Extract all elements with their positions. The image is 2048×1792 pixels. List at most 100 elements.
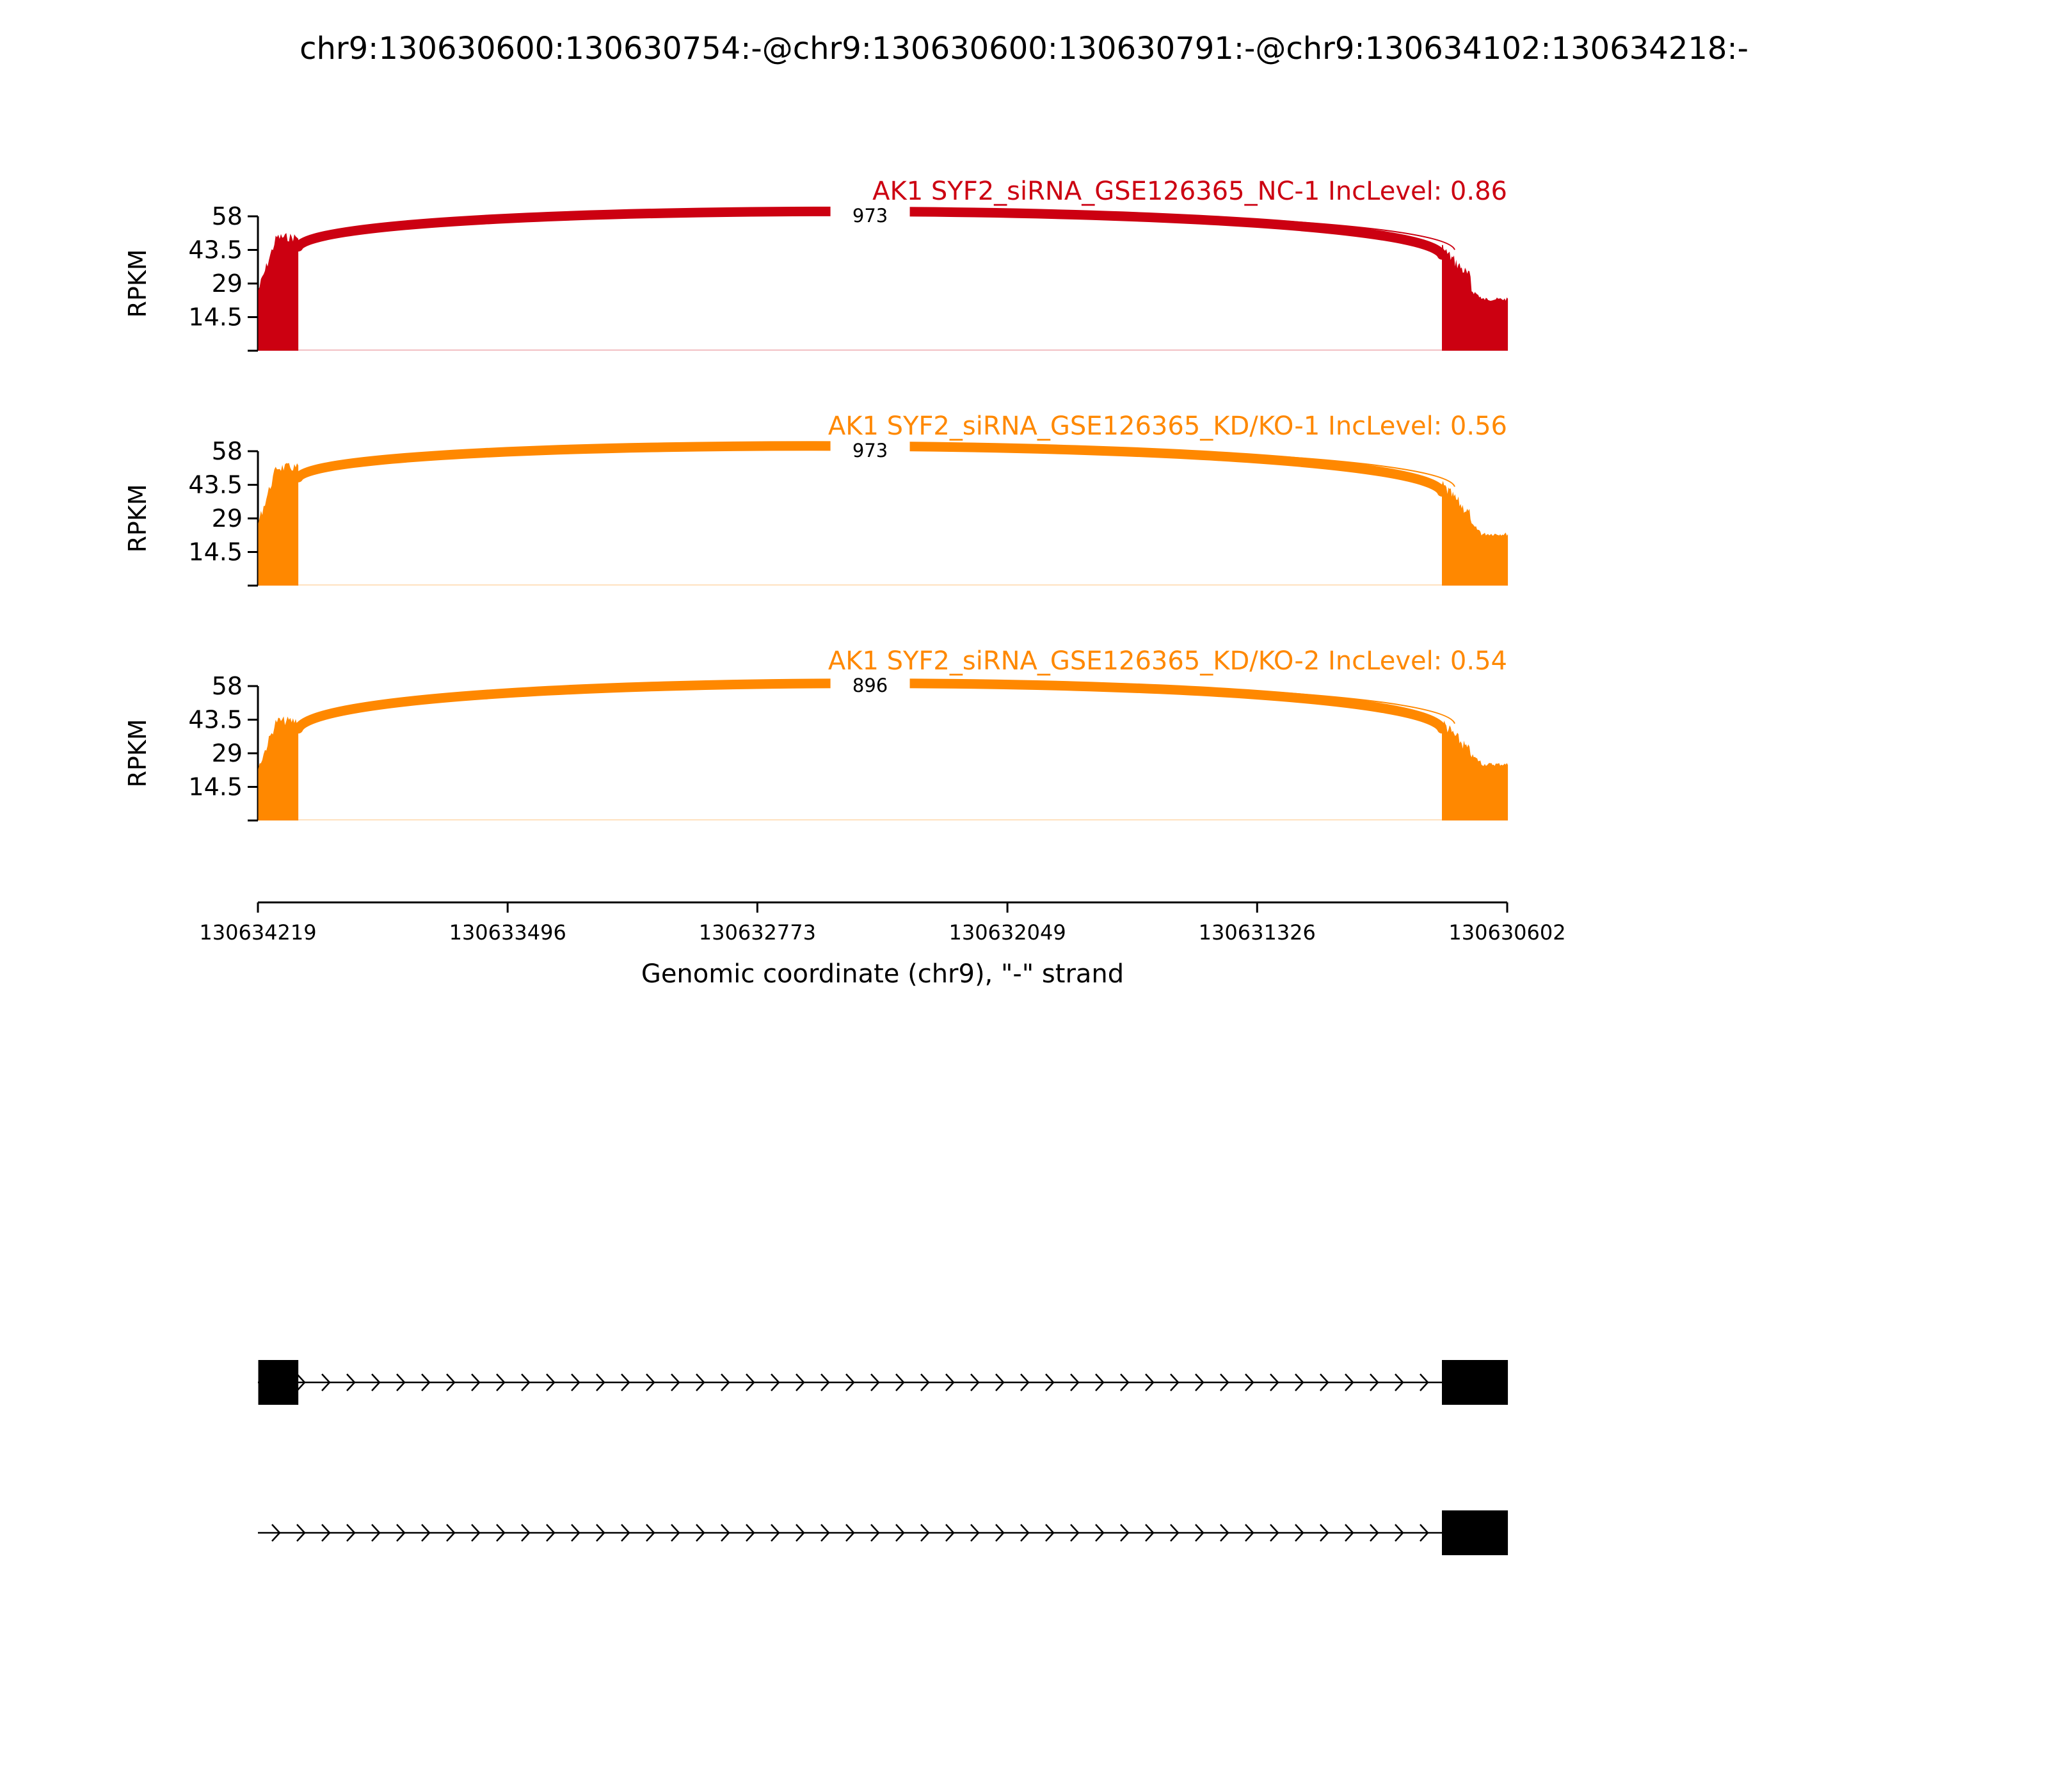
y-axis-label: RPKM (124, 249, 152, 317)
strand-chevron-icon (1120, 1524, 1130, 1542)
strand-chevron-icon (621, 1524, 630, 1542)
strand-chevron-icon (271, 1524, 281, 1542)
strand-chevron-icon (1195, 1524, 1204, 1542)
x-axis-label: Genomic coordinate (chr9), "-" strand (641, 959, 1124, 989)
strand-chevron-icon (696, 1373, 705, 1391)
junction-count: 973 (852, 205, 888, 227)
junction-count: 973 (852, 440, 888, 461)
strand-chevron-icon (421, 1524, 431, 1542)
strand-chevron-icon (820, 1524, 830, 1542)
strand-chevron-icon (696, 1524, 705, 1542)
strand-chevron-icon (1120, 1373, 1130, 1391)
strand-chevron-icon (845, 1373, 855, 1391)
strand-chevron-icon (546, 1524, 556, 1542)
y-axis-label: RPKM (124, 484, 152, 552)
strand-chevron-icon (1370, 1373, 1379, 1391)
figure-title: chr9:130630600:130630754:-@chr9:13063060… (300, 31, 1748, 67)
strand-chevron-icon (1070, 1373, 1080, 1391)
junction-count-box (830, 201, 910, 228)
exon1-coverage (258, 463, 299, 586)
strand-chevron-icon (596, 1373, 605, 1391)
x-tick-label: 130634219 (199, 920, 316, 945)
strand-chevron-icon (1245, 1524, 1254, 1542)
strand-chevron-icon (721, 1524, 730, 1542)
y-tick-label: 43.5 (188, 706, 243, 734)
strand-chevron-icon (1295, 1373, 1304, 1391)
strand-chevron-icon (446, 1373, 456, 1391)
y-tick-label: 58 (212, 202, 243, 230)
x-tick-label: 130633496 (449, 920, 566, 945)
strand-chevron-icon (621, 1373, 630, 1391)
strand-chevron-icon (1320, 1373, 1329, 1391)
strand-chevron-icon (546, 1373, 556, 1391)
strand-chevron-icon (1145, 1524, 1155, 1542)
strand-chevron-icon (396, 1524, 406, 1542)
x-axis: 130634219 130633496 130632773 130632049 1306… (199, 901, 1566, 989)
strand-chevron-icon (771, 1373, 780, 1391)
strand-chevron-icon (970, 1373, 980, 1391)
strand-chevron-icon (920, 1373, 930, 1391)
strand-chevron-icon (1170, 1373, 1180, 1391)
strand-chevron-icon (845, 1524, 855, 1542)
strand-chevron-icon (671, 1373, 680, 1391)
strand-chevron-icon (1420, 1373, 1429, 1391)
strand-chevron-icon (496, 1373, 506, 1391)
y-tick-label: 43.5 (188, 471, 243, 499)
x-tick-label: 130632049 (948, 920, 1066, 945)
exon-block (1442, 1510, 1508, 1555)
strand-chevron-icon (820, 1373, 830, 1391)
strand-chevron-icon (1220, 1524, 1229, 1542)
strand-chevron-icon (521, 1524, 531, 1542)
strand-chevron-icon (945, 1524, 955, 1542)
strand-chevron-icon (671, 1524, 680, 1542)
strand-chevron-icon (296, 1373, 306, 1391)
strand-chevron-icon (1345, 1373, 1354, 1391)
strand-chevron-icon (870, 1373, 880, 1391)
strand-chevron-icon (870, 1524, 880, 1542)
junction-count-box (830, 671, 910, 698)
strand-chevron-icon (346, 1524, 356, 1542)
strand-chevron-icon (1170, 1524, 1180, 1542)
strand-chevron-icon (1045, 1373, 1055, 1391)
exon2-coverage (1442, 481, 1508, 586)
strand-chevron-icon (571, 1373, 580, 1391)
strand-chevron-icon (321, 1524, 331, 1542)
strand-chevron-icon (1145, 1373, 1155, 1391)
strand-chevron-icon (1020, 1524, 1030, 1542)
strand-chevron-icon (396, 1373, 406, 1391)
y-axis-label: RPKM (124, 719, 152, 787)
strand-chevron-icon (646, 1524, 655, 1542)
y-tick-label: 29 (212, 269, 243, 298)
strand-chevron-icon (571, 1524, 580, 1542)
strand-chevron-icon (1370, 1524, 1379, 1542)
strand-chevron-icon (1345, 1524, 1354, 1542)
strand-chevron-icon (920, 1524, 930, 1542)
y-tick-label: 58 (212, 672, 243, 700)
sample-label: AK1 SYF2_siRNA_GSE126365_NC-1 IncLevel: … (872, 177, 1507, 206)
strand-chevron-icon (521, 1373, 531, 1391)
strand-chevron-icon (1045, 1524, 1055, 1542)
strand-chevron-icon (321, 1373, 331, 1391)
y-tick-label: 14.5 (188, 538, 243, 566)
y-tick-label: 14.5 (188, 303, 243, 332)
x-tick-label: 130631326 (1199, 920, 1316, 945)
strand-chevron-icon (421, 1373, 431, 1391)
y-tick-label: 14.5 (188, 773, 243, 801)
strand-chevron-icon (446, 1524, 456, 1542)
strand-chevron-icon (945, 1373, 955, 1391)
y-tick-label: 29 (212, 739, 243, 767)
strand-chevron-icon (895, 1524, 905, 1542)
strand-chevron-icon (646, 1373, 655, 1391)
strand-chevron-icon (721, 1373, 730, 1391)
strand-chevron-icon (371, 1373, 381, 1391)
y-tick-label: 43.5 (188, 236, 243, 264)
strand-chevron-icon (771, 1524, 780, 1542)
strand-chevron-icon (371, 1524, 381, 1542)
transcript-2 (258, 1510, 1508, 1555)
x-tick-label: 130632773 (699, 920, 816, 945)
